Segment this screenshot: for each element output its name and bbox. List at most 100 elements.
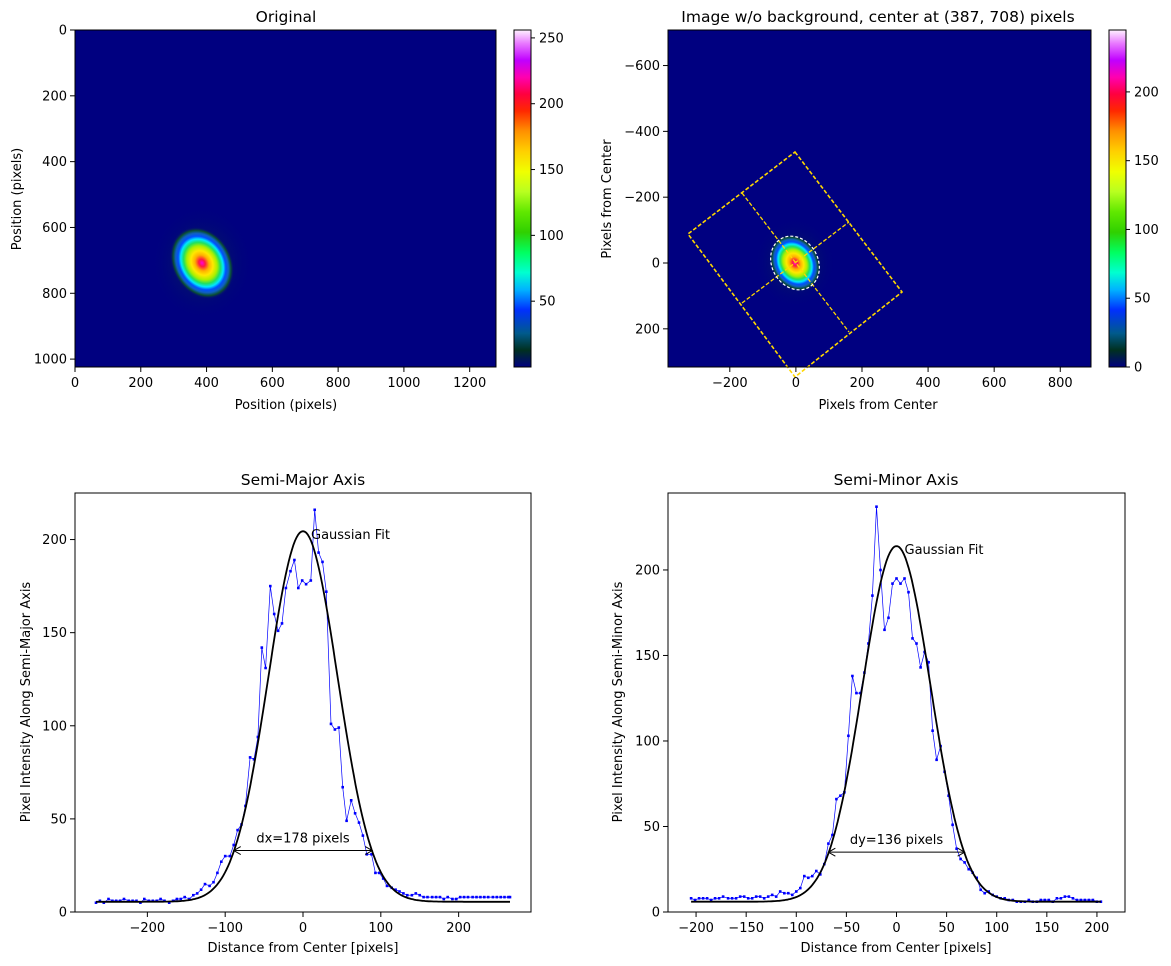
no-background-y-axis-label: Pixels from Center (600, 139, 615, 259)
x-tick-label: 800 (1048, 376, 1073, 391)
original-beam-core (169, 226, 235, 300)
data-point (333, 728, 337, 731)
data-point (317, 551, 320, 554)
data-point (188, 897, 191, 901)
x-tick-label: 0 (299, 921, 307, 936)
semi-major-y-ticks: 0 50 100 150 200 (42, 533, 75, 921)
data-point (507, 895, 510, 899)
data-point (851, 674, 854, 678)
data-point (815, 869, 818, 873)
panel-semi-major: Semi-Major Axis −200 −100 0 100 200 0 50 100 15… (19, 471, 532, 956)
y-tick-label: 1000 (34, 353, 67, 368)
data-point (983, 891, 986, 895)
y-tick-label: 200 (635, 322, 660, 337)
x-tick-label: 200 (128, 376, 153, 391)
data-point (374, 871, 377, 875)
data-point (762, 897, 766, 900)
data-point (479, 895, 482, 899)
data-point (935, 758, 938, 762)
semi-major-annotations: Gaussian Fit dx=178 pixels (232, 528, 390, 855)
y-tick-label: −600 (624, 59, 660, 74)
data-point (300, 579, 304, 582)
data-point (871, 594, 874, 597)
data-point (232, 843, 235, 847)
no-background-x-ticks: −200 0 200 400 600 800 (712, 367, 1073, 391)
y-tick-label: −400 (624, 125, 660, 140)
gaussian-fit-label: Gaussian Fit (905, 543, 984, 558)
y-tick-label: 50 (643, 820, 660, 835)
data-point (486, 895, 490, 899)
semi-minor-title: Semi-Minor Axis (834, 471, 959, 489)
data-point (911, 637, 914, 640)
data-point (1003, 897, 1006, 900)
data-point (167, 901, 171, 904)
x-tick-label: 50 (938, 921, 955, 936)
semi-minor-y-ticks: 0 50 100 150 200 (635, 563, 668, 921)
data-point (1039, 898, 1043, 902)
x-tick-label: 800 (326, 376, 351, 391)
semi-minor-y-axis-label: Pixel Intensity Along Semi-Minor Axis (611, 581, 626, 822)
data-point (394, 888, 397, 891)
data-point (252, 758, 256, 761)
y-tick-label: 400 (42, 155, 67, 170)
data-point (159, 897, 162, 901)
y-tick-label: 200 (42, 89, 67, 104)
colorbar-tick-label: 200 (539, 97, 564, 112)
colorbar-tick-label: 50 (539, 295, 556, 310)
data-point (418, 893, 421, 897)
data-point (705, 897, 709, 900)
x-tick-label: 200 (1085, 921, 1110, 936)
data-point (199, 888, 203, 891)
y-tick-label: 200 (635, 563, 660, 578)
original-y-axis-label: Position (pixels) (10, 148, 25, 250)
colorbar-tick-label: 50 (1134, 292, 1151, 307)
data-point (959, 857, 962, 861)
data-point (795, 890, 798, 893)
y-tick-label: 150 (42, 626, 67, 641)
beam-ellipse-overlay (770, 235, 820, 291)
width-arrow-head-right (957, 847, 966, 857)
data-point (803, 874, 806, 878)
semi-minor-annotations: Gaussian Fit dy=136 pixels (827, 543, 984, 857)
data-point (811, 874, 814, 878)
data-point (398, 890, 401, 893)
data-point (967, 867, 970, 871)
data-point (726, 897, 730, 900)
data-point (269, 584, 272, 588)
data-point (879, 568, 882, 572)
data-point (963, 861, 966, 864)
data-point (758, 895, 762, 898)
data-point (264, 666, 267, 670)
data-point (458, 895, 462, 899)
no-background-image-background (668, 30, 1091, 367)
x-tick-label: 200 (850, 376, 875, 391)
data-point (1083, 898, 1087, 902)
data-point (406, 893, 409, 897)
data-point (203, 882, 207, 886)
y-tick-label: 150 (635, 649, 660, 664)
data-point (697, 897, 701, 900)
data-point (799, 886, 802, 890)
data-point (438, 895, 442, 899)
data-point (689, 897, 693, 900)
x-tick-label: −200 (678, 921, 714, 936)
width-arrow-head-right (365, 846, 374, 855)
data-point (1043, 898, 1047, 902)
colorbar-tick-label: 150 (539, 163, 564, 178)
data-point (192, 893, 195, 897)
data-point (280, 622, 284, 625)
data-point (887, 616, 890, 620)
data-point (1091, 898, 1095, 902)
original-colorbar-ticks: 50 100 150 200 250 (531, 31, 564, 310)
data-point (107, 897, 110, 901)
data-point (309, 579, 313, 582)
data-point (730, 897, 734, 900)
data-point (236, 828, 239, 832)
x-tick-label: 400 (194, 376, 219, 391)
data-point (122, 897, 126, 901)
data-point (927, 661, 930, 664)
data-point (321, 560, 324, 564)
data-point (774, 895, 778, 898)
data-point (276, 629, 280, 633)
colorbar-tick-label: 100 (1134, 223, 1159, 238)
